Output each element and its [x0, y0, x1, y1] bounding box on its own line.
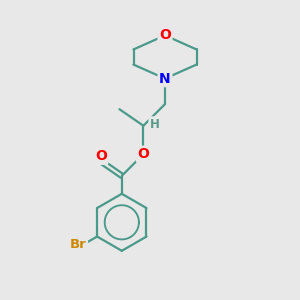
Text: O: O — [137, 147, 149, 161]
Text: O: O — [95, 149, 107, 163]
Text: O: O — [159, 28, 171, 42]
Text: Br: Br — [70, 238, 86, 250]
Text: H: H — [150, 118, 160, 131]
Text: N: N — [159, 72, 171, 86]
